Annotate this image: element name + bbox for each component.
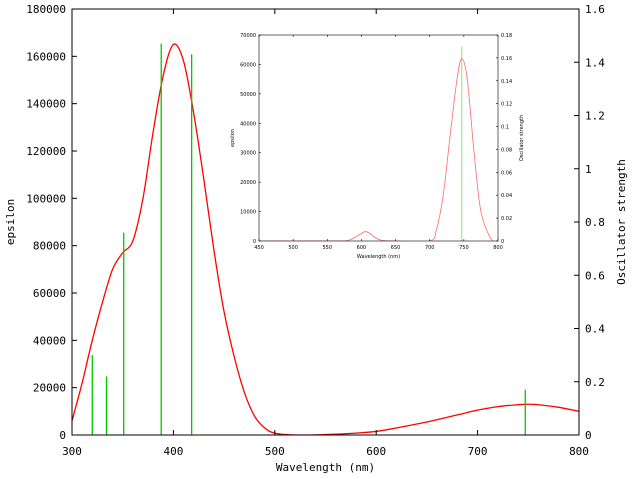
main-y2-tick-label: 1.6 — [585, 3, 605, 16]
inset-x-tick-label: 800 — [493, 245, 503, 251]
main-x-tick-label: 600 — [366, 445, 386, 458]
inset-y2-tick-label: 0.04 — [501, 193, 512, 199]
inset-y-tick-label: 0 — [253, 239, 256, 245]
main-x-tick-label: 800 — [569, 445, 589, 458]
inset-plot-background — [259, 35, 498, 241]
main-y2-tick-label: 0 — [585, 429, 592, 442]
main-x-tick-label: 700 — [468, 445, 488, 458]
inset-y-axis-title: epsilon — [230, 129, 236, 147]
inset-x-tick-label: 650 — [391, 245, 401, 251]
inset-y-tick-label: 30000 — [240, 151, 256, 157]
inset-x-axis-title: Wavelength (nm) — [357, 254, 400, 260]
main-y-tick-label: 160000 — [26, 50, 66, 63]
main-y-axis-title: epsilon — [4, 199, 17, 245]
main-y2-tick-label: 0.6 — [585, 269, 605, 282]
main-y-tick-label: 100000 — [26, 192, 66, 205]
inset-chart: 450 500 550 600 650 700 750 8000100002000030000… — [230, 33, 525, 260]
inset-y-tick-label: 20000 — [240, 180, 256, 186]
main-y2-tick-label: 0.2 — [585, 376, 605, 389]
inset-y2-tick-label: 0.02 — [501, 216, 512, 222]
main-y-tick-label: 80000 — [33, 240, 66, 253]
main-x-axis-title: Wavelength (nm) — [276, 461, 375, 474]
main-y-tick-label: 140000 — [26, 98, 66, 111]
inset-y2-tick-label: 0.12 — [501, 102, 512, 108]
inset-x-tick-label: 750 — [459, 245, 469, 251]
inset-y2-axis-title: Oscillator strength — [519, 115, 525, 161]
inset-x-tick-label: 500 — [288, 245, 298, 251]
inset-y-tick-label: 50000 — [240, 92, 256, 98]
inset-y2-tick-label: 0.14 — [501, 79, 512, 85]
main-y-tick-label: 20000 — [33, 382, 66, 395]
main-y-tick-label: 120000 — [26, 145, 66, 158]
inset-x-tick-label: 550 — [323, 245, 333, 251]
inset-y2-tick-label: 0.06 — [501, 170, 512, 176]
main-y2-tick-label: 0.8 — [585, 216, 605, 229]
main-y-tick-label: 60000 — [33, 287, 66, 300]
inset-y2-tick-label: 0.08 — [501, 147, 512, 153]
inset-x-tick-label: 700 — [425, 245, 435, 251]
inset-plot-frame — [258, 34, 499, 242]
inset-y-tick-label: 70000 — [240, 33, 256, 39]
inset-y-tick-label: 10000 — [240, 210, 256, 216]
main-y2-axis-title: Oscillator strength — [615, 159, 628, 285]
main-x-tick-label: 400 — [163, 445, 183, 458]
inset-y-tick-label: 40000 — [240, 121, 256, 127]
inset-y2-tick-label: 0.18 — [501, 33, 512, 39]
main-x-tick-label: 500 — [265, 445, 285, 458]
main-y-tick-label: 40000 — [33, 334, 66, 347]
inset-x-tick-label: 600 — [357, 245, 367, 251]
main-y2-tick-label: 0.4 — [585, 323, 605, 336]
main-spectrum-line — [72, 43, 579, 435]
inset-x-tick-label: 450 — [254, 245, 264, 251]
main-chart: 300 400 500 600 700 8000200004000060000800001… — [4, 3, 628, 474]
main-y2-tick-label: 1.4 — [585, 56, 605, 69]
main-y-tick-label: 180000 — [26, 3, 66, 16]
inset-y2-tick-label: 0 — [501, 239, 504, 245]
main-x-tick-label: 300 — [62, 445, 82, 458]
inset-spectrum-line — [259, 58, 498, 241]
inset-y2-tick-label: 0.1 — [501, 125, 509, 131]
main-y2-tick-label: 1.2 — [585, 110, 605, 123]
inset-y2-tick-label: 0.16 — [501, 56, 512, 62]
main-y-tick-label: 0 — [59, 429, 66, 442]
inset-y-tick-label: 60000 — [240, 62, 256, 68]
main-y2-tick-label: 1 — [585, 163, 592, 176]
